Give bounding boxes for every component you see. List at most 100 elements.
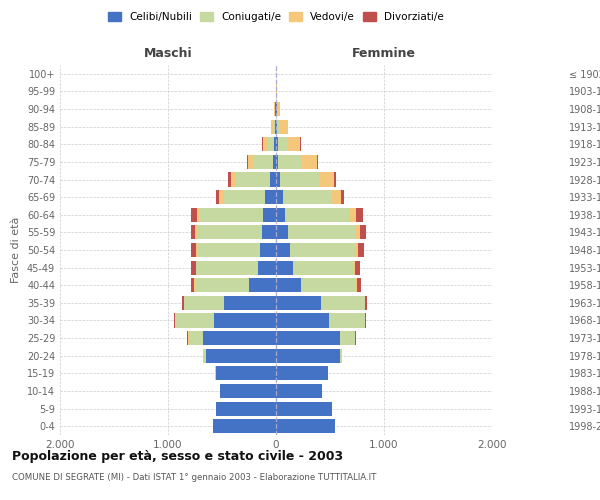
Bar [357,278,361,292]
Bar [355,243,358,257]
Bar [196,243,197,257]
Bar [276,208,285,222]
Bar [280,172,319,186]
Bar [278,155,302,169]
Bar [269,172,276,186]
Bar [249,278,276,292]
Bar [355,260,360,274]
Bar [195,226,197,239]
Bar [188,331,203,345]
Bar [340,331,355,345]
Bar [247,155,248,169]
Bar [356,278,357,292]
Bar [293,260,354,274]
Bar [283,190,331,204]
Bar [341,190,343,204]
Bar [191,260,196,274]
Bar [176,314,214,328]
Bar [290,243,355,257]
Bar [196,260,257,274]
Bar [203,348,206,363]
Bar [197,226,262,239]
Bar [220,384,276,398]
Bar [215,402,276,415]
Bar [277,102,278,116]
Bar [329,314,365,328]
Bar [191,226,195,239]
Bar [276,314,329,328]
Bar [191,278,194,292]
Bar [276,137,278,152]
Bar [197,208,199,222]
Bar [268,137,274,152]
Bar [365,296,367,310]
Bar [365,314,366,328]
Bar [276,402,332,415]
Text: Maschi: Maschi [143,46,193,60]
Bar [216,190,220,204]
Bar [276,172,280,186]
Bar [206,348,276,363]
Bar [354,260,355,274]
Bar [203,331,276,345]
Bar [248,155,254,169]
Y-axis label: Fasce di età: Fasce di età [11,217,21,283]
Bar [276,278,301,292]
Bar [224,296,276,310]
Bar [274,102,275,116]
Bar [276,419,335,433]
Text: COMUNE DI SEGRATE (MI) - Dati ISTAT 1° gennaio 2003 - Elaborazione TUTTITALIA.IT: COMUNE DI SEGRATE (MI) - Dati ISTAT 1° g… [12,472,376,482]
Bar [356,208,364,222]
Bar [355,226,360,239]
Text: Femmine: Femmine [352,46,416,60]
Bar [214,419,276,433]
Bar [262,226,276,239]
Bar [358,243,364,257]
Bar [276,331,340,345]
Bar [277,120,280,134]
Bar [340,348,342,363]
Bar [215,366,276,380]
Bar [195,278,249,292]
Bar [331,190,341,204]
Text: Popolazione per età, sesso e stato civile - 2003: Popolazione per età, sesso e stato civil… [12,450,343,463]
Bar [236,172,269,186]
Bar [319,172,334,186]
Bar [265,190,276,204]
Bar [278,137,287,152]
Bar [334,172,336,186]
Bar [274,120,275,134]
Bar [191,208,197,222]
Bar [263,137,268,152]
Bar [263,208,276,222]
Bar [174,314,175,328]
Bar [199,208,263,222]
Bar [360,226,365,239]
Bar [322,296,365,310]
Legend: Celibi/Nubili, Coniugati/e, Vedovi/e, Divorziati/e: Celibi/Nubili, Coniugati/e, Vedovi/e, Di… [104,8,448,26]
Bar [301,278,356,292]
Bar [220,190,223,204]
Bar [276,260,293,274]
Bar [285,208,349,222]
Bar [229,172,230,186]
Bar [276,366,328,380]
Bar [275,120,276,134]
Bar [273,155,276,169]
Bar [197,243,260,257]
Bar [349,208,356,222]
Bar [276,384,322,398]
Bar [230,172,236,186]
Bar [287,137,300,152]
Bar [276,243,290,257]
Bar [276,296,322,310]
Bar [214,314,276,328]
Bar [274,137,276,152]
Bar [280,120,288,134]
Bar [276,348,340,363]
Bar [278,102,280,116]
Bar [257,260,276,274]
Bar [182,296,184,310]
Bar [276,120,277,134]
Bar [276,155,278,169]
